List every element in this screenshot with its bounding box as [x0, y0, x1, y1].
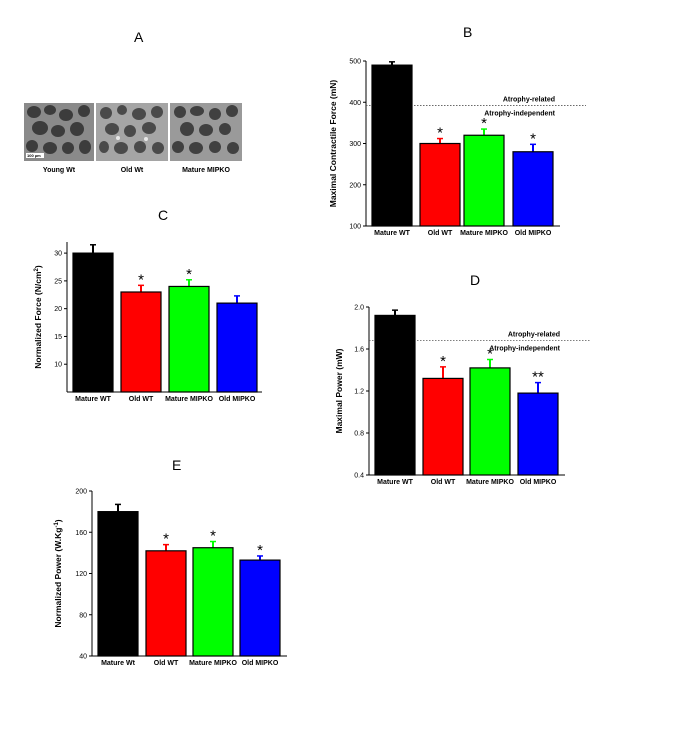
significance-mark: * [138, 271, 144, 288]
y-tick-label: 1.2 [354, 389, 364, 396]
caption-mature-mipko: Mature MIPKO [182, 167, 230, 174]
y-axis-label: Normalized Power (W.Kg-1) [53, 519, 63, 627]
significance-mark: * [530, 130, 536, 147]
bar-old-mipko [512, 151, 554, 227]
threshold-above-label: Atrophy-related [508, 332, 560, 339]
bar-old-mipko [517, 392, 559, 476]
category-label-old-mipko: Old MIPKO [515, 230, 552, 237]
category-label-old-wt: Old WT [154, 660, 179, 667]
histology-image-old-wt [96, 103, 168, 161]
category-label-mature-mipko: Mature MIPKO [165, 396, 213, 403]
y-tick-label: 160 [75, 530, 87, 537]
y-tick-label: 0.4 [354, 473, 364, 480]
bar-old-wt [422, 377, 464, 476]
y-tick-label: 30 [54, 251, 62, 258]
significance-mark: * [487, 346, 493, 363]
histology-image-young-wt: 100 µm [24, 103, 94, 161]
significance-mark: * [186, 266, 192, 283]
y-tick-label: 80 [79, 612, 87, 619]
y-axis-label: Normalized Force (N/cm2) [33, 265, 43, 369]
caption-old-wt: Old Wt [121, 167, 144, 174]
chart-e-normalized-power: 40 80 120 160 200 Normalized Power (W.Kg-1) Ma… [53, 489, 287, 667]
bar-mature-wt [374, 314, 416, 476]
y-tick-label: 0.8 [354, 431, 364, 438]
y-tick-label: 200 [75, 489, 87, 496]
y-tick-label: 300 [349, 141, 361, 148]
category-label-mature-mipko: Mature MIPKO [466, 479, 514, 486]
y-tick-label: 1.6 [354, 347, 364, 354]
bar-mature-mipko [469, 367, 511, 476]
panel-b-label: B [463, 24, 472, 40]
y-tick-label: 40 [79, 654, 87, 661]
category-label-mature-mipko: Mature MIPKO [460, 230, 508, 237]
bar-mature-mipko [192, 547, 234, 657]
bar-old-wt [419, 142, 461, 227]
chart-d-maximal-power: 0.4 0.8 1.2 1.6 2.0 Maximal Power (mW) Atrophy… [334, 305, 591, 486]
category-label-mature-mipko: Mature MIPKO [189, 660, 237, 667]
y-tick-label: 20 [54, 306, 62, 313]
y-tick-label: 15 [54, 334, 62, 341]
bar-mature-wt [97, 511, 139, 657]
y-tick-label: 200 [349, 182, 361, 189]
y-tick-label: 400 [349, 100, 361, 107]
significance-mark: * [257, 542, 263, 559]
threshold-below-label: Atrophy-independent [484, 111, 555, 118]
category-label-mature-wt: Mature Wt [101, 660, 136, 667]
category-label-old-mipko: Old MIPKO [242, 660, 279, 667]
bar-old-wt [145, 550, 187, 657]
y-axis-label: Maximal Power (mW) [334, 348, 344, 433]
category-label-mature-wt: Mature WT [377, 479, 414, 486]
category-label-old-wt: Old WT [431, 479, 456, 486]
y-tick-label: 10 [54, 362, 62, 369]
y-tick-label: 25 [54, 278, 62, 285]
category-label-old-mipko: Old MIPKO [219, 396, 256, 403]
significance-mark: ** [532, 369, 544, 386]
y-tick-label: 100 [349, 224, 361, 231]
category-label-mature-wt: Mature WT [374, 230, 411, 237]
category-label-old-wt: Old WT [428, 230, 453, 237]
threshold-below-label: Atrophy-independent [489, 346, 560, 353]
panel-d-label: D [470, 272, 480, 288]
bar-old-wt [120, 291, 162, 393]
chart-c-normalized-force: 10 15 20 25 30 Normalized Force (N/cm2) Mature… [33, 242, 262, 403]
bar-mature-wt [371, 64, 413, 227]
category-label-mature-wt: Mature WT [75, 396, 112, 403]
significance-mark: * [163, 531, 169, 548]
panel-c-label: C [158, 207, 168, 223]
histology-image-mature-mipko [170, 103, 242, 161]
threshold-above-label: Atrophy-related [503, 97, 555, 104]
significance-mark: * [440, 353, 446, 370]
caption-young-wt: Young Wt [43, 167, 76, 174]
significance-mark: * [437, 125, 443, 142]
y-tick-label: 120 [75, 571, 87, 578]
category-label-old-wt: Old WT [129, 396, 154, 403]
bar-mature-mipko [463, 134, 505, 227]
panel-a-label: A [134, 29, 144, 45]
bar-old-mipko [239, 559, 281, 657]
significance-mark: * [481, 115, 487, 132]
bar-old-mipko [216, 302, 258, 393]
y-axis-label: Maximal Contractile Force (mN) [328, 80, 338, 208]
bar-mature-wt [72, 252, 114, 393]
significance-mark: * [210, 528, 216, 545]
category-label-old-mipko: Old MIPKO [520, 479, 557, 486]
scale-bar-label: 100 µm [27, 153, 41, 158]
y-tick-label: 2.0 [354, 305, 364, 312]
y-tick-label: 500 [349, 59, 361, 66]
panel-e-label: E [172, 457, 181, 473]
chart-b-maximal-contractile-force: 100 200 300 400 500 Maximal Contractile Force… [328, 59, 586, 237]
bar-mature-mipko [168, 285, 210, 393]
